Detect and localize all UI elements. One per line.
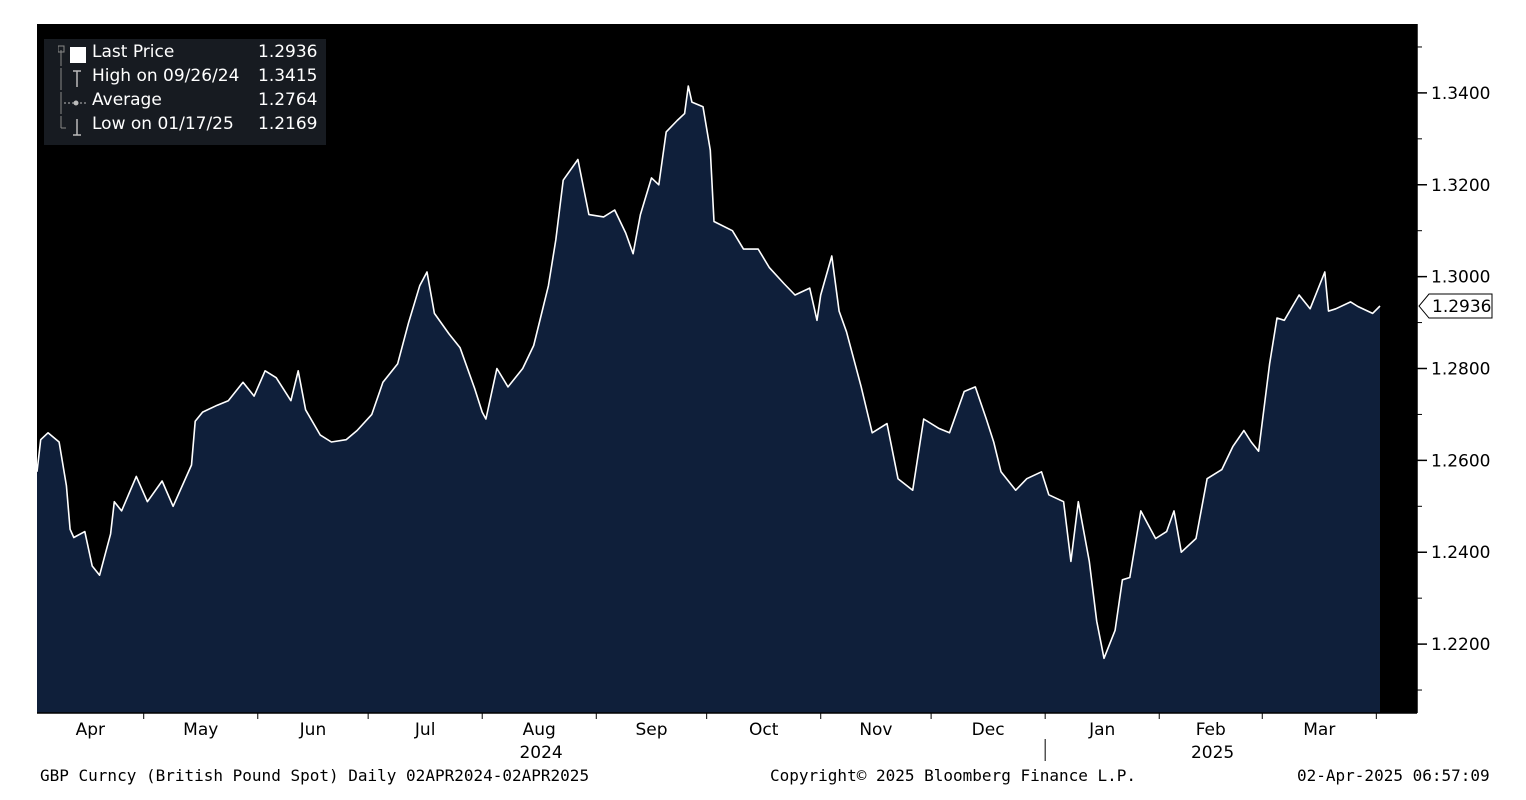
legend-label-average: Average (92, 90, 162, 110)
x-month-label: Sep (635, 720, 667, 740)
y-tick-label: 1.2200 (1431, 635, 1490, 655)
y-tick-label: 1.2400 (1431, 543, 1490, 563)
y-tick-label: 1.3400 (1431, 84, 1490, 104)
low-marker-icon (60, 116, 81, 136)
x-month-label: Dec (972, 720, 1005, 740)
x-month-label: Apr (76, 720, 105, 740)
y-tick-label: 1.2800 (1431, 360, 1490, 380)
x-axis-ticks: Apr May Jun Jul Aug Sep Oct Nov Dec Jan Feb Mar 2024… (76, 713, 1377, 763)
legend-value-high: 1.3415 (258, 66, 318, 86)
legend-label-low: Low on 01/17/25 (92, 114, 234, 134)
x-month-label: Jul (414, 720, 436, 740)
high-marker-icon (60, 68, 81, 90)
price-area-fill (37, 86, 1380, 713)
footer-timestamp: 02-Apr-2025 06:57:09 (1297, 766, 1490, 785)
last-price-tag-shape (1418, 293, 1493, 319)
x-month-label: May (183, 720, 218, 740)
x-month-label: Mar (1303, 720, 1335, 740)
x-month-label: Jun (299, 720, 327, 740)
x-month-label: Jan (1088, 720, 1115, 740)
legend-label-high: High on 09/26/24 (92, 66, 240, 86)
white-square-icon (58, 45, 86, 66)
legend-value-last-price: 1.2936 (258, 42, 318, 62)
x-year-label: 2024 (519, 743, 562, 763)
y-tick-label: 1.2600 (1431, 451, 1490, 471)
x-month-label: Oct (749, 720, 779, 740)
last-price-tag-value: 1.2936 (1432, 297, 1491, 317)
y-axis-ticks: 1.2200 1.2400 1.2600 1.2800 1.3000 1.3200 1.34… (1417, 46, 1490, 691)
legend-value-low: 1.2169 (258, 114, 318, 134)
average-line-icon (60, 92, 86, 114)
x-month-label: Feb (1196, 720, 1226, 740)
legend-value-average: 1.2764 (258, 90, 318, 110)
price-line (36, 85, 1381, 660)
y-tick-label: 1.3200 (1431, 176, 1490, 196)
x-year-label: 2025 (1191, 743, 1234, 763)
legend-label-last-price: Last Price (92, 42, 175, 62)
last-price-tag: 1.2936 (1418, 293, 1493, 319)
x-month-label: Nov (859, 720, 892, 740)
legend (44, 39, 326, 145)
x-month-label: Aug (523, 720, 556, 740)
footer-ticker-info: GBP Curncy (British Pound Spot) Daily 02… (40, 766, 590, 785)
footer-copyright: Copyright© 2025 Bloomberg Finance L.P. (770, 766, 1137, 785)
y-tick-label: 1.3000 (1431, 268, 1490, 288)
